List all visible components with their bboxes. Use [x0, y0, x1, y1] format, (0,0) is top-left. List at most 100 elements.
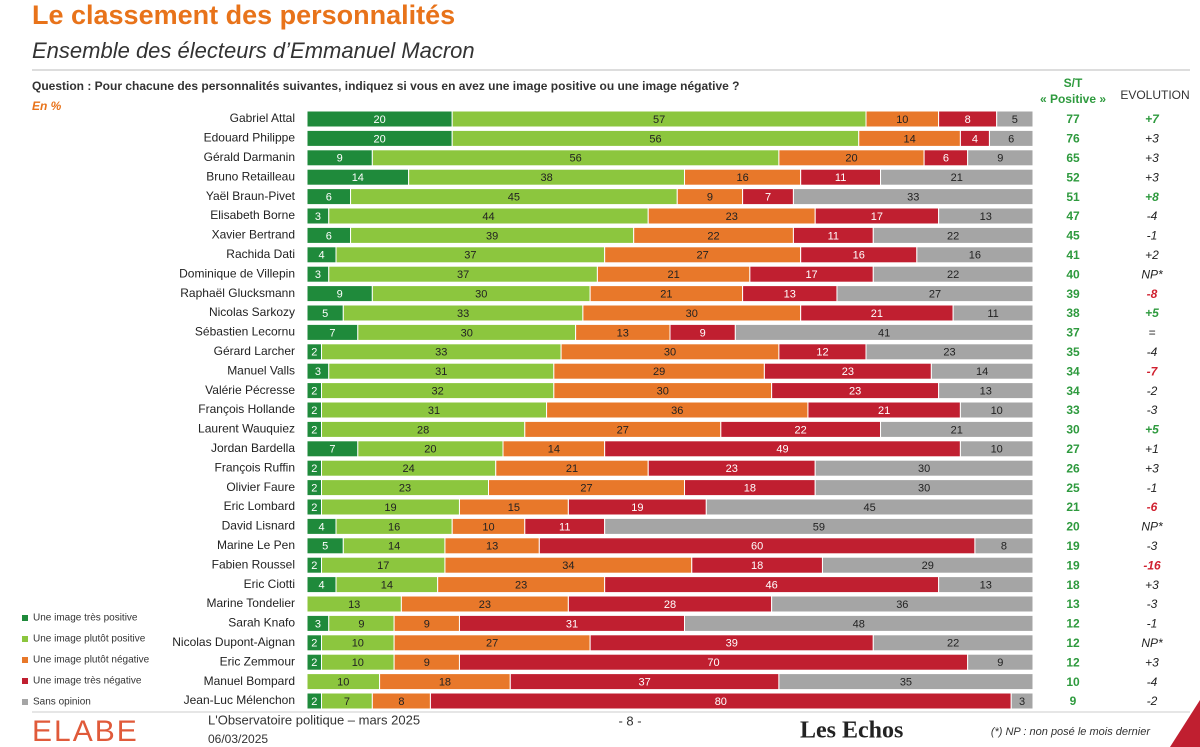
evolution-value: +3 — [1145, 461, 1159, 475]
value-label: 13 — [348, 599, 360, 611]
row-label: François Hollande — [198, 402, 295, 416]
row-label: Eric Lombard — [224, 499, 295, 513]
value-label: 23 — [479, 599, 491, 611]
bar-segment — [792, 188, 1034, 206]
value-label: 80 — [715, 696, 727, 708]
evolution-value: -4 — [1147, 345, 1158, 359]
totals-header: « Positive » — [1040, 92, 1106, 106]
value-label: 16 — [388, 521, 400, 533]
evolution-value: +1 — [1145, 442, 1159, 456]
bar-segment — [814, 459, 1034, 477]
total-value: 39 — [1066, 287, 1080, 301]
value-label: 14 — [903, 133, 915, 145]
corner-decoration — [1170, 700, 1200, 747]
row-label: Laurent Wauquiez — [198, 422, 295, 436]
value-label: 2 — [311, 405, 317, 417]
bar-segment — [996, 110, 1034, 128]
bar-segment — [967, 653, 1034, 671]
value-label: 5 — [1012, 114, 1018, 126]
evolution-value: = — [1148, 326, 1155, 340]
value-label: 30 — [664, 347, 676, 359]
value-label: 2 — [311, 560, 317, 572]
row-label: Dominique de Villepin — [179, 266, 295, 280]
row-label: Eric Zemmour — [220, 654, 295, 668]
evolution-value: +3 — [1145, 151, 1159, 165]
row-label: Fabien Roussel — [212, 557, 295, 571]
bar-segment — [952, 304, 1034, 322]
value-label: 10 — [991, 405, 1003, 417]
value-label: 14 — [388, 541, 400, 553]
value-label: 3 — [1019, 696, 1025, 708]
value-label: 2 — [311, 696, 317, 708]
total-value: 45 — [1066, 229, 1080, 243]
row-label: Marine Tondelier — [207, 596, 296, 610]
value-label: 18 — [744, 483, 756, 495]
value-label: 16 — [853, 250, 865, 262]
row-label: Rachida Dati — [226, 247, 295, 261]
title: Le classement des personnalités — [32, 0, 455, 30]
value-label: 39 — [726, 638, 738, 650]
value-label: 9 — [707, 192, 713, 204]
value-label: 29 — [653, 366, 665, 378]
evolution-value: +3 — [1145, 132, 1159, 146]
value-label: 33 — [457, 308, 469, 320]
evolution-value: +2 — [1145, 248, 1159, 262]
evolution-value: +7 — [1145, 112, 1160, 126]
value-label: 17 — [377, 560, 389, 572]
bar-segment — [684, 614, 1034, 632]
bar-segment — [836, 285, 1034, 303]
value-label: 15 — [508, 502, 520, 514]
bar-segment — [959, 401, 1034, 419]
bar-segment — [1010, 692, 1034, 710]
total-value: 51 — [1066, 190, 1080, 204]
value-label: 41 — [878, 327, 890, 339]
value-label: 22 — [947, 230, 959, 242]
value-label: 21 — [668, 269, 680, 281]
bar-segment — [778, 673, 1034, 691]
value-label: 10 — [896, 114, 908, 126]
value-label: 8 — [965, 114, 971, 126]
value-label: 7 — [344, 696, 350, 708]
evolution-value: NP* — [1141, 267, 1163, 281]
value-label: 16 — [736, 172, 748, 184]
evolution-value: -3 — [1147, 597, 1158, 611]
value-label: 28 — [664, 599, 676, 611]
total-value: 19 — [1066, 539, 1080, 553]
value-label: 33 — [435, 347, 447, 359]
row-label: Edouard Philippe — [204, 131, 296, 145]
value-label: 8 — [1001, 541, 1007, 553]
value-label: 11 — [559, 521, 570, 533]
legend-swatch — [22, 657, 28, 663]
value-label: 31 — [566, 618, 578, 630]
value-label: 21 — [660, 289, 672, 301]
total-value: 35 — [1066, 345, 1080, 359]
evolution-value: +5 — [1145, 306, 1159, 320]
total-value: 77 — [1066, 112, 1080, 126]
evolution-value: -4 — [1147, 209, 1158, 223]
value-label: 11 — [987, 308, 998, 320]
subtitle: Ensemble des électeurs d’Emmanuel Macron — [32, 38, 475, 63]
evolution-value: +8 — [1145, 190, 1159, 204]
value-label: 7 — [329, 327, 335, 339]
row-label: Olivier Faure — [226, 480, 295, 494]
bar-segment — [821, 556, 1034, 574]
value-label: 9 — [997, 153, 1003, 165]
total-value: 9 — [1070, 694, 1077, 708]
row-label: Yaël Braun-Pivet — [206, 189, 296, 203]
row-label: Eric Ciotti — [244, 577, 295, 591]
total-value: 21 — [1066, 500, 1080, 514]
footer-source: L'Observatoire politique – mars 2025 — [208, 712, 420, 727]
value-label: 13 — [617, 327, 629, 339]
value-label: 9 — [997, 657, 1003, 669]
total-value: 33 — [1066, 403, 1080, 417]
value-label: 14 — [381, 580, 393, 592]
value-label: 2 — [311, 386, 317, 398]
value-label: 6 — [943, 153, 949, 165]
bar-segment — [959, 440, 1034, 458]
bar-segment — [880, 420, 1034, 438]
value-label: 23 — [726, 463, 738, 475]
bar-segment — [872, 226, 1034, 244]
bar-segment — [872, 265, 1034, 283]
legend-swatch — [22, 678, 28, 684]
value-label: 9 — [337, 289, 343, 301]
